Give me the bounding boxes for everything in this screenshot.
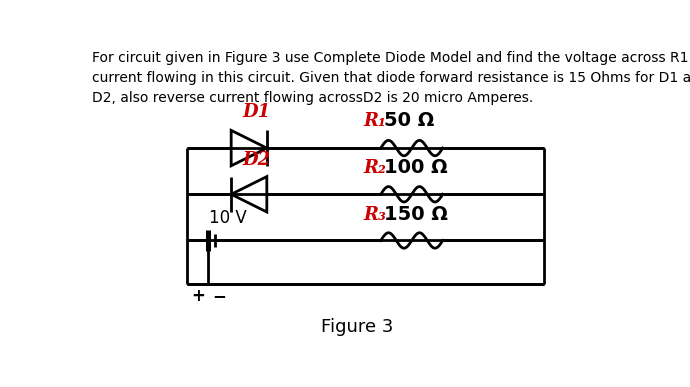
Text: For circuit given in Figure 3 use Complete Diode Model and find the voltage acro: For circuit given in Figure 3 use Comple…: [92, 51, 690, 105]
Text: +: +: [192, 287, 206, 305]
Text: R₃: R₃: [364, 205, 386, 224]
Text: D1: D1: [243, 103, 271, 121]
Text: −: −: [212, 287, 226, 305]
Text: 10 V: 10 V: [210, 209, 247, 227]
Text: R₁: R₁: [364, 112, 386, 130]
Text: Figure 3: Figure 3: [322, 319, 394, 336]
Text: 150 Ω: 150 Ω: [384, 205, 448, 224]
Text: D2: D2: [243, 151, 271, 169]
Text: 100 Ω: 100 Ω: [384, 158, 448, 177]
Text: R₂: R₂: [364, 159, 386, 177]
Text: 50 Ω: 50 Ω: [384, 111, 434, 130]
